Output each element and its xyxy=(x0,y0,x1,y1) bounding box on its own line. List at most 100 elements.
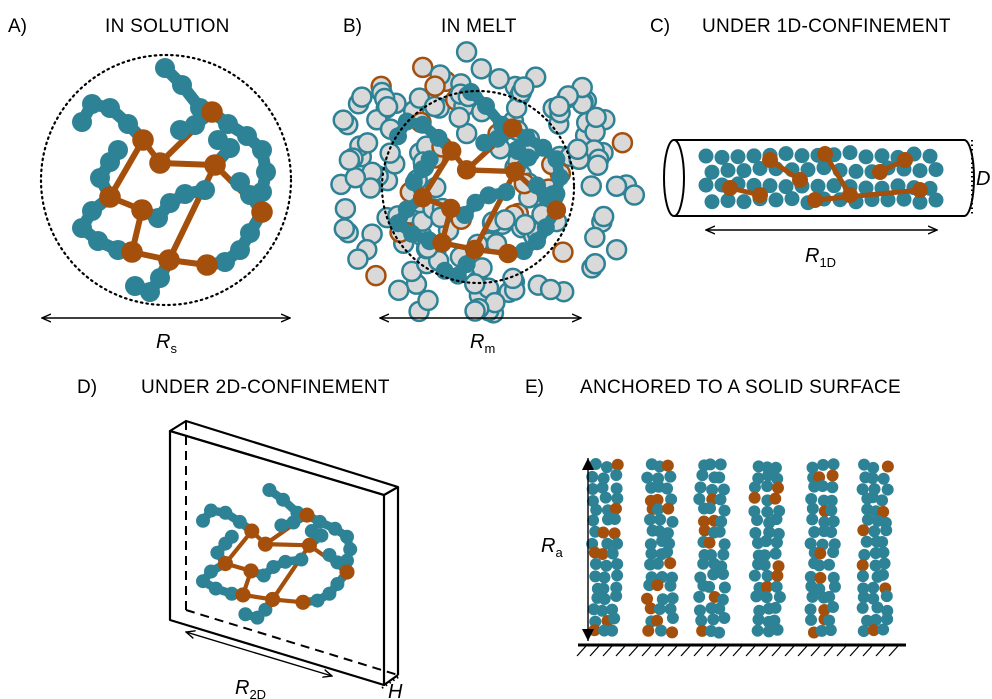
brush-monomer xyxy=(713,602,726,615)
brush-monomer xyxy=(707,568,720,581)
solution-monomer xyxy=(195,180,215,200)
brush-monomer xyxy=(645,547,658,560)
hatch-line xyxy=(615,645,626,657)
solution-monomer xyxy=(100,98,120,118)
brush-monomer xyxy=(609,502,622,515)
tube-monomer xyxy=(928,192,944,208)
brush-monomer xyxy=(770,513,783,526)
melt-crosslinker xyxy=(464,239,485,260)
brush-monomer xyxy=(768,614,781,627)
brush-monomer xyxy=(713,525,726,538)
brush-monomer xyxy=(867,592,880,605)
brush-monomer xyxy=(665,493,678,506)
thickness-marker xyxy=(381,675,401,689)
brush-monomer xyxy=(867,624,880,637)
brush-monomer xyxy=(715,515,728,528)
melt-bead xyxy=(333,218,356,240)
panel-c: C) UNDER 1D-CONFINEMENT D R1D xyxy=(650,16,990,270)
brush-monomer xyxy=(651,579,664,592)
brush-monomer xyxy=(606,547,619,560)
melt-bead xyxy=(365,264,387,287)
brush-monomer xyxy=(653,603,666,616)
slab-crosslinker xyxy=(243,563,259,579)
solution-monomer xyxy=(230,240,250,260)
melt-monomer xyxy=(455,206,474,224)
solution-monomer xyxy=(88,231,108,251)
melt-crosslinker xyxy=(432,233,452,253)
brush-monomer xyxy=(666,612,679,625)
brush-monomer xyxy=(597,526,610,539)
brush-monomer xyxy=(693,493,706,506)
brush-monomer xyxy=(641,592,654,605)
hatch-line xyxy=(862,645,873,657)
solution-monomer xyxy=(118,114,138,134)
brush-monomer xyxy=(598,592,611,605)
tube-monomer xyxy=(896,191,912,207)
melt-crosslinker xyxy=(505,161,525,182)
slab-monomer xyxy=(328,521,342,536)
brush-monomer xyxy=(806,513,819,526)
brush-monomer xyxy=(714,458,727,471)
tube-monomer xyxy=(704,194,720,210)
brush-monomer xyxy=(703,580,716,593)
melt-bead xyxy=(423,95,446,118)
melt-crosslinker xyxy=(456,160,477,180)
melt-monomer xyxy=(389,214,407,233)
brush-monomer xyxy=(751,624,764,637)
brush-monomer xyxy=(606,624,619,637)
brush-monomer xyxy=(610,482,623,495)
slab-monomer xyxy=(224,529,239,544)
slab-monomer xyxy=(330,577,345,592)
slab-crosslinker xyxy=(339,564,355,580)
melt-monomer xyxy=(479,186,498,205)
melt-bead xyxy=(605,175,628,197)
melt-monomer xyxy=(413,115,432,134)
melt-bead xyxy=(488,67,510,90)
brush-monomer xyxy=(816,480,829,493)
brush-monomer xyxy=(823,558,836,571)
tube-monomer xyxy=(746,148,762,164)
tube-monomer xyxy=(768,192,784,208)
brush-monomer xyxy=(823,590,836,603)
brush-monomer xyxy=(804,570,817,583)
brush-monomer xyxy=(806,502,819,515)
melt-monomer xyxy=(389,127,407,146)
hatch-line xyxy=(875,645,886,657)
brush-monomer xyxy=(825,504,838,517)
tube-monomer xyxy=(730,149,746,165)
slab-box xyxy=(168,419,400,687)
melt-bead xyxy=(494,209,516,231)
brush-monomer xyxy=(760,535,773,548)
brush-monomer xyxy=(867,581,880,594)
brush-monomer xyxy=(611,558,624,571)
hatch-line xyxy=(641,645,652,657)
brush-monomer xyxy=(748,481,761,494)
brush-monomer xyxy=(693,604,706,617)
brush-monomer xyxy=(601,537,614,550)
tube-monomer xyxy=(858,180,874,196)
tube-monomer xyxy=(874,148,890,164)
brush-monomer xyxy=(717,568,730,581)
panel-b-label: B) xyxy=(343,16,362,37)
tube-monomer xyxy=(880,192,896,208)
tube-monomer xyxy=(842,145,858,161)
solution-monomer xyxy=(160,193,180,213)
brush-monomer xyxy=(696,469,709,482)
solution-monomer xyxy=(208,130,228,150)
brush-monomer xyxy=(856,570,869,583)
brush-monomer xyxy=(861,513,874,526)
hatch-line xyxy=(888,645,899,657)
brush-monomer xyxy=(857,625,870,638)
solution-monomer xyxy=(218,114,238,134)
melt-bead xyxy=(584,253,606,275)
slab-crosslinker xyxy=(299,507,315,523)
brush-monomer xyxy=(695,614,708,627)
melt-bead xyxy=(513,76,535,98)
brush-monomer xyxy=(826,481,839,494)
brush-monomer xyxy=(760,591,773,604)
panel-d-label: D) xyxy=(77,377,97,398)
slab-monomer xyxy=(310,593,325,608)
solution-monomer xyxy=(172,75,192,95)
hatch-line xyxy=(745,645,756,657)
